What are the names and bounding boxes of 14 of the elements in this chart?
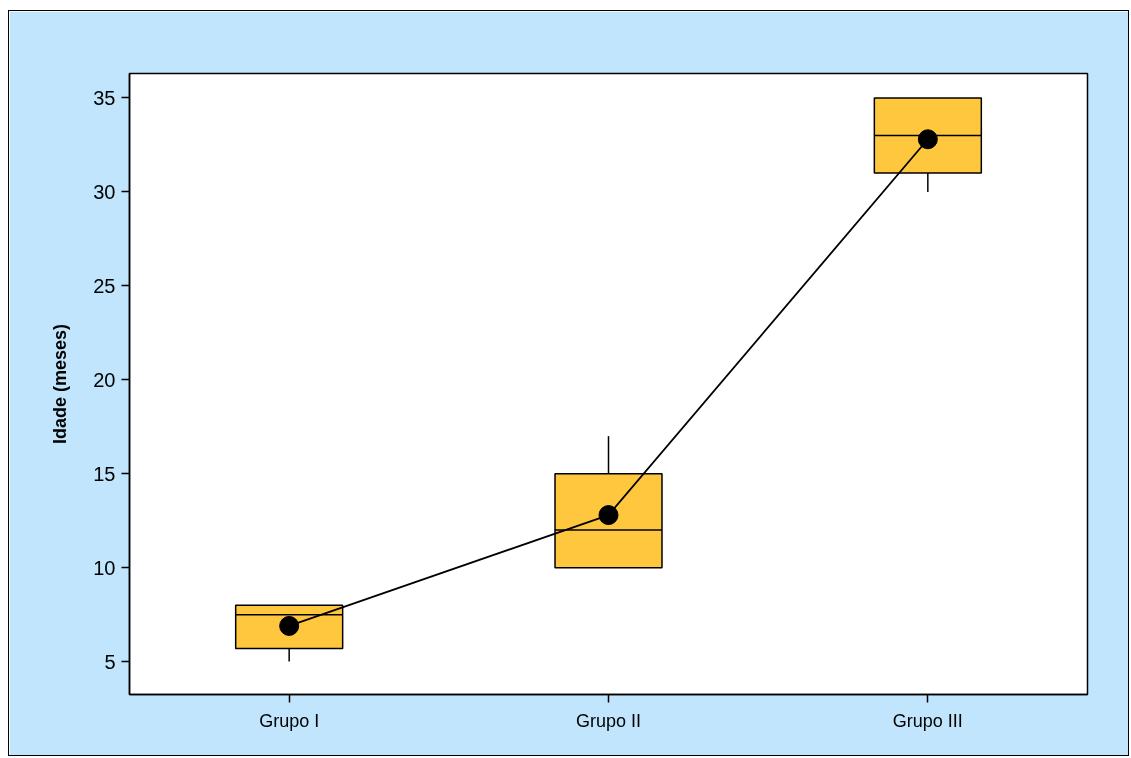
y-tick-label: 10 [93, 556, 116, 579]
y-tick-label: 35 [93, 86, 116, 109]
point [598, 505, 619, 526]
x-tick-label: Grupo III [892, 710, 963, 731]
x-tick-label: Grupo II [575, 710, 642, 731]
point [917, 129, 938, 150]
y-tick-label: 30 [93, 180, 116, 203]
y-tick-label: 25 [93, 274, 116, 297]
point [279, 615, 300, 636]
y-tick-label: 20 [93, 368, 116, 391]
x-tick-label: Grupo I [259, 710, 320, 731]
y-tick-label: 15 [93, 462, 116, 485]
y-tick-label: 5 [104, 650, 116, 673]
y-axis-title: Idade (meses) [50, 323, 71, 445]
